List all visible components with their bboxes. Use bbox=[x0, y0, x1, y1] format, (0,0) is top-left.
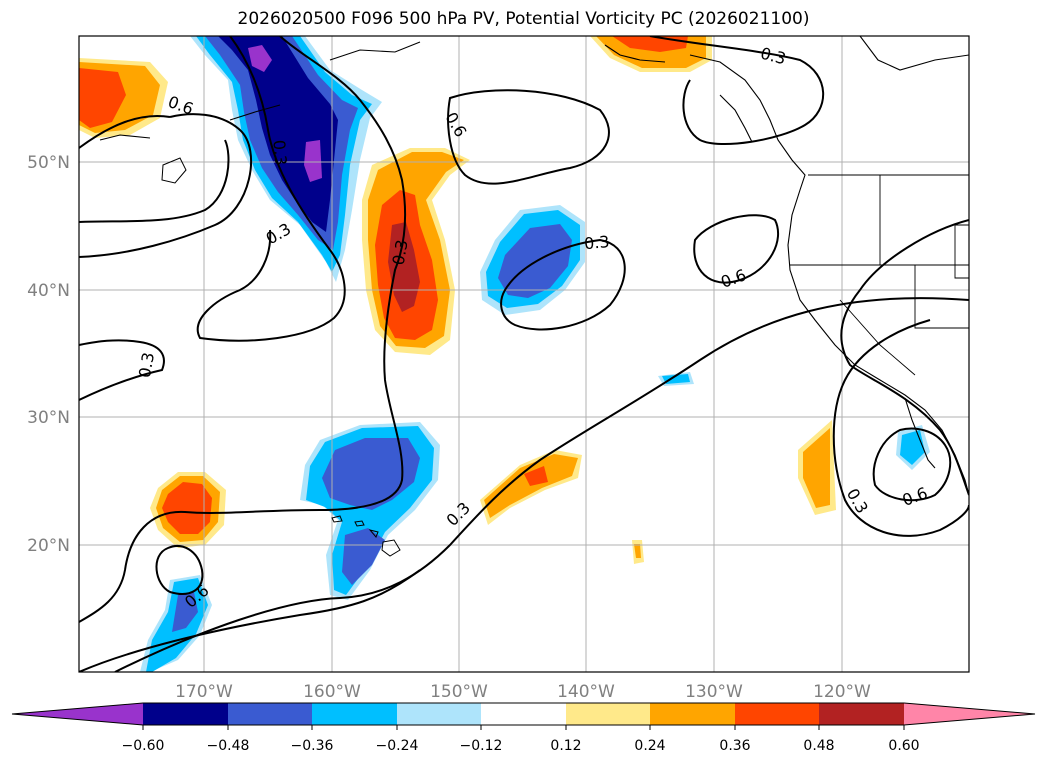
colorbar-extend-low bbox=[12, 703, 143, 725]
gridlines bbox=[79, 36, 969, 672]
map-background bbox=[79, 36, 969, 672]
colorbar-tick-label: −0.12 bbox=[460, 738, 503, 754]
lon-label: 170°W bbox=[175, 682, 233, 702]
longitude-labels: 170°W 160°W 150°W 140°W 130°W 120°W bbox=[175, 682, 871, 702]
state-borders bbox=[790, 174, 969, 376]
contour-03-west bbox=[79, 113, 253, 258]
lon-label: 120°W bbox=[813, 682, 871, 702]
colorbar-tick-label: −0.36 bbox=[291, 738, 334, 754]
colorbar-seg bbox=[312, 703, 397, 725]
colorbar-seg bbox=[481, 703, 566, 725]
pv-shading bbox=[79, 36, 930, 672]
contour-label: 0.3 bbox=[389, 238, 412, 266]
lon-label: 150°W bbox=[430, 682, 488, 702]
lon-label: 140°W bbox=[557, 682, 615, 702]
colorbar-seg bbox=[819, 703, 904, 725]
contour-label: 0.3 bbox=[583, 232, 610, 253]
contour-label: 0.3 bbox=[135, 351, 158, 379]
lat-label: 40°N bbox=[27, 281, 70, 301]
colorbar-tick-label: 0.48 bbox=[803, 738, 834, 754]
map-frame bbox=[78, 35, 970, 673]
colorbar-tick-label: −0.48 bbox=[207, 738, 250, 754]
colorbar-seg bbox=[735, 703, 819, 725]
latitude-labels: 50°N 40°N 30°N 20°N bbox=[27, 153, 70, 556]
colorbar-seg bbox=[650, 703, 735, 725]
colorbar-extend-high bbox=[904, 703, 1035, 725]
coastlines bbox=[99, 36, 969, 496]
colorbar-tick-label: −0.24 bbox=[376, 738, 419, 754]
lon-label: 130°W bbox=[685, 682, 743, 702]
lon-label: 160°W bbox=[303, 682, 361, 702]
contour-label: 0.3 bbox=[269, 139, 290, 166]
colorbar-seg bbox=[397, 703, 481, 725]
colorbar-tick-label: 0.36 bbox=[719, 738, 750, 754]
pv-contours bbox=[79, 36, 969, 672]
colorbar-tick-label: 0.60 bbox=[888, 738, 919, 754]
lat-label: 50°N bbox=[27, 153, 70, 173]
lat-label: 20°N bbox=[27, 536, 70, 556]
colorbar-tick-label: 0.12 bbox=[550, 738, 581, 754]
hawaii-islands bbox=[161, 157, 401, 557]
colorbar-seg bbox=[228, 703, 312, 725]
colorbar-tick-label: 0.24 bbox=[634, 738, 665, 754]
colorbar: −0.60 −0.48 −0.36 −0.24 −0.12 0.12 0.24 … bbox=[11, 702, 1036, 754]
colorbar-seg bbox=[143, 703, 228, 725]
colorbar-tick-label: −0.60 bbox=[122, 738, 165, 754]
lat-label: 30°N bbox=[27, 408, 70, 428]
colorbar-seg bbox=[566, 703, 650, 725]
map-title: 2026020500 F096 500 hPa PV, Potential Vo… bbox=[237, 9, 810, 29]
